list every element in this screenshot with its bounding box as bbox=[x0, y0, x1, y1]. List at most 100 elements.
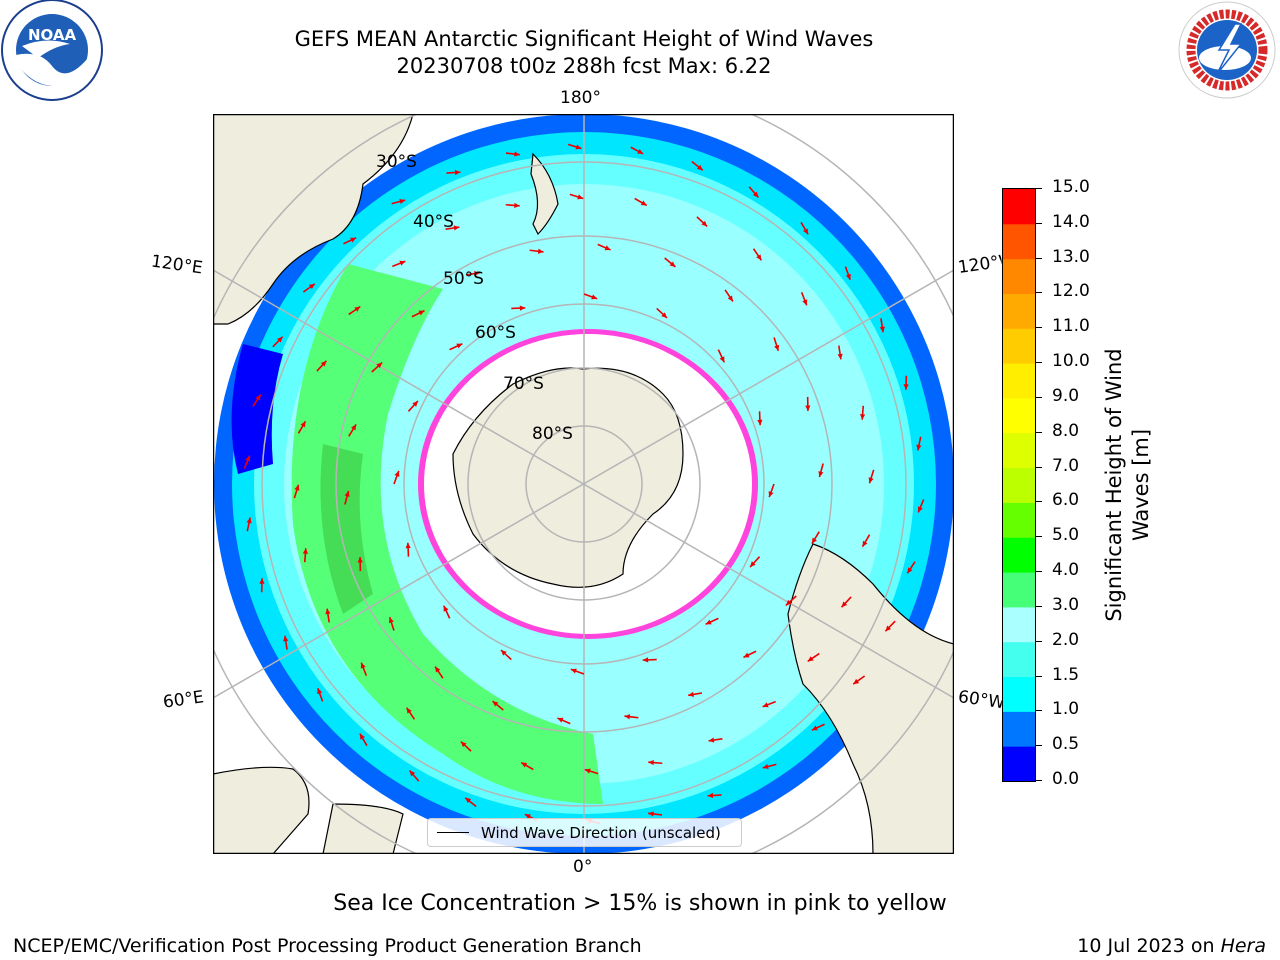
colorbar-tick-label: 1.5 bbox=[1052, 664, 1080, 685]
wave-arrow-head bbox=[756, 254, 762, 261]
wave-arrow-head bbox=[752, 191, 759, 198]
wave-arrow-head bbox=[762, 763, 769, 770]
wave-arrow-head bbox=[283, 635, 289, 642]
colorbar-bin bbox=[1003, 641, 1035, 678]
wave-arrow-head bbox=[917, 506, 923, 513]
noaa-logo-text: NOAA bbox=[28, 26, 77, 44]
wave-arrow-head bbox=[454, 169, 461, 176]
wave-arrow-head bbox=[325, 608, 331, 615]
wave-arrow-head bbox=[357, 557, 363, 563]
noaa-logo: NOAA bbox=[1, 0, 103, 101]
wave-arrow-head bbox=[537, 248, 544, 254]
lon-label-top: 180° bbox=[560, 88, 601, 108]
chart-title-line1: GEFS MEAN Antarctic Significant Height o… bbox=[294, 27, 874, 51]
wave-arrow-head bbox=[757, 419, 763, 426]
wave-arrow-head bbox=[399, 198, 406, 205]
colorbar-bin bbox=[1003, 676, 1035, 712]
colorbar-title-line1: Significant Height of Wind bbox=[1102, 348, 1126, 622]
wave-arrow-head bbox=[577, 194, 584, 200]
wave-arrow-head bbox=[879, 326, 885, 333]
wave-arrow-head bbox=[785, 599, 792, 606]
wave-arrow-head bbox=[521, 762, 528, 768]
land-africa-madagascar bbox=[213, 766, 310, 854]
colorbar-tick-mark bbox=[1036, 431, 1042, 433]
colorbar-bin bbox=[1003, 711, 1035, 747]
graticule bbox=[213, 114, 954, 854]
wave-arrow-head bbox=[443, 605, 449, 612]
colorbar-bin bbox=[1003, 746, 1035, 781]
colorbar-bin bbox=[1003, 502, 1035, 538]
colorbar-tick-mark bbox=[1036, 605, 1042, 607]
colorbar-bin bbox=[1003, 258, 1035, 294]
lon-label-right-lower: 60°W bbox=[956, 687, 1004, 713]
wave-arrow-head bbox=[853, 678, 860, 685]
wave-arrow-head bbox=[648, 759, 654, 766]
footer-date: 10 Jul 2023 on bbox=[1077, 935, 1221, 957]
colorbar-tick-mark bbox=[1036, 292, 1042, 294]
wave-arrow-head bbox=[802, 299, 808, 306]
wave-arrow-head bbox=[435, 666, 441, 673]
lat-label-70s: 70°S bbox=[503, 374, 544, 394]
wave-arrow-head bbox=[624, 714, 631, 720]
colorbar-tick-mark bbox=[1036, 640, 1042, 642]
wave-arrow-head bbox=[719, 356, 725, 363]
polar-map bbox=[213, 114, 954, 854]
wave-arrows bbox=[243, 143, 925, 825]
colorbar-tick-label: 7.0 bbox=[1052, 455, 1080, 476]
wave-arrow-head bbox=[344, 491, 350, 497]
colorbar-bin bbox=[1003, 467, 1035, 503]
colorbar-title-line2: Waves [m] bbox=[1129, 428, 1153, 542]
lat-label-50s: 50°S bbox=[443, 269, 484, 289]
wave-arrow-head bbox=[727, 295, 733, 302]
wave-arrow-head bbox=[637, 148, 644, 154]
wave-arrow-head bbox=[514, 151, 520, 157]
colorbar-tick-mark bbox=[1036, 501, 1042, 503]
colorbar-tick-mark bbox=[1036, 745, 1042, 747]
wave-arrow-head bbox=[456, 343, 463, 349]
wave-arrow-head bbox=[320, 360, 327, 367]
legend-line-icon bbox=[437, 832, 469, 833]
wave-arrow-head bbox=[376, 362, 383, 369]
wave-arrow-head bbox=[743, 652, 750, 658]
colorbar-tick-mark bbox=[1036, 188, 1042, 189]
wave-arrow-head bbox=[818, 471, 824, 477]
colorbar-tick-mark bbox=[1036, 222, 1042, 224]
colorbar-tick-label: 11.0 bbox=[1052, 316, 1090, 337]
wave-arrow-head bbox=[308, 283, 315, 290]
wave-band-green bbox=[291, 264, 603, 804]
wave-arrow-head bbox=[354, 306, 361, 312]
wave-arrow-head bbox=[640, 200, 647, 206]
lon-label-left-lower: 60°E bbox=[161, 687, 206, 713]
wave-arrow-head bbox=[862, 540, 868, 547]
colorbar-tick-mark bbox=[1036, 466, 1042, 468]
colorbar-tick-label: 6.0 bbox=[1052, 490, 1080, 511]
wave-arrow-head bbox=[837, 353, 843, 360]
colorbar-tick-mark bbox=[1036, 780, 1042, 781]
wave-arrow-head bbox=[294, 484, 300, 491]
wave-arrow-head bbox=[916, 444, 922, 451]
wave-arrow-head bbox=[359, 733, 365, 740]
wave-arrow-head bbox=[805, 405, 811, 411]
wave-arrow-head bbox=[412, 400, 418, 407]
lon-label-left-upper: 120°E bbox=[149, 251, 204, 279]
colorbar-tick-mark bbox=[1036, 571, 1042, 573]
wave-arrow-head bbox=[845, 273, 851, 280]
colorbar-tick-label: 14.0 bbox=[1052, 211, 1090, 232]
colorbar-tick-label: 2.0 bbox=[1052, 629, 1080, 650]
wave-arrow-head bbox=[405, 542, 411, 549]
wave-arrow-head bbox=[811, 725, 818, 731]
colorbar-tick-mark bbox=[1036, 710, 1042, 712]
map-frame-border bbox=[213, 114, 954, 854]
wave-arrow-head bbox=[317, 688, 323, 695]
wave-arrow-head bbox=[604, 245, 611, 251]
wave-arrow-head bbox=[409, 770, 416, 777]
wave-arrow-head bbox=[701, 220, 708, 227]
wave-arrow-head bbox=[762, 702, 769, 708]
colorbar-bin bbox=[1003, 293, 1035, 329]
colorbar-tick-label: 1.0 bbox=[1052, 699, 1080, 720]
colorbar-bin bbox=[1003, 328, 1035, 364]
wave-arrow-head bbox=[642, 657, 649, 663]
lon-label-right-upper: 120°W bbox=[956, 252, 1004, 278]
colorbar-tick-mark bbox=[1036, 536, 1042, 538]
colorbar-tick-mark bbox=[1036, 257, 1042, 259]
